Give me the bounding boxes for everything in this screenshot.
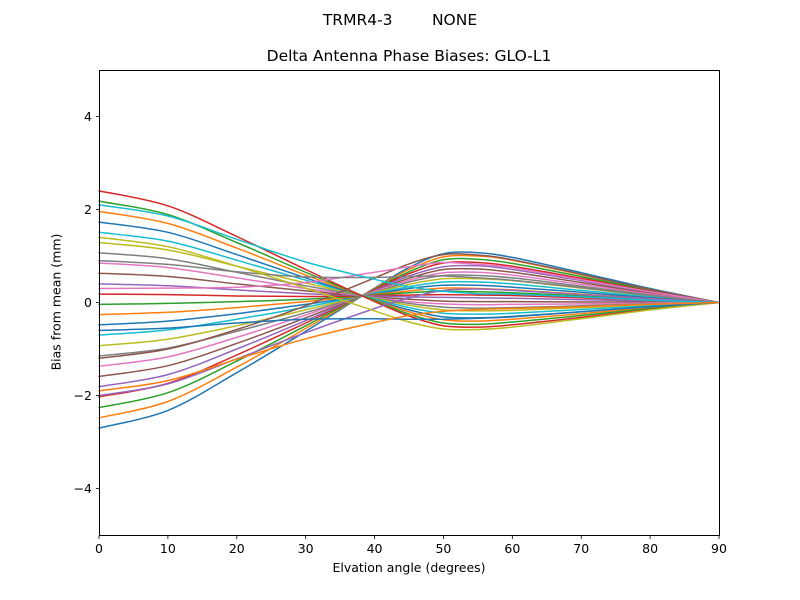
series-line-3 [98,261,720,398]
series-line-25 [98,253,720,360]
series-line-4 [98,264,720,388]
series-line-10 [98,284,720,326]
series-line-27 [98,259,720,304]
series-line-19 [98,231,720,315]
series-line-0 [98,251,720,429]
y-tick-label: 0 [84,295,92,310]
plot-border [99,70,720,536]
x-tick-label: 70 [573,541,589,556]
x-tick-label: 60 [504,541,520,556]
series-line-21 [98,210,720,322]
series-line-9 [98,280,720,336]
x-tick-label: 90 [711,541,727,556]
series-line-30 [98,301,720,332]
x-tick-label: 80 [642,541,658,556]
y-axis-label: Bias from mean (mm) [48,233,64,371]
series-line-2 [98,257,720,409]
y-tick-label: −2 [74,388,92,403]
x-axis-label: Elvation angle (degrees) [332,560,486,575]
series-line-29 [98,204,720,304]
y-tick-label: 2 [84,202,92,217]
series-line-26 [98,261,720,304]
series-line-5 [98,267,720,378]
y-tick-label: −4 [74,481,92,496]
figure-suptitle: TRMR4-3 NONE [322,11,478,29]
y-tick-label: 4 [84,109,92,124]
series-line-7 [98,274,720,357]
series-line-31 [98,301,720,392]
series-line-14 [98,283,720,304]
x-tick-label: 10 [160,541,176,556]
series-line-15 [98,272,720,304]
x-tick-label: 0 [95,541,103,556]
series-line-12 [98,290,720,306]
x-tick-label: 40 [367,541,383,556]
series-line-28 [98,236,720,331]
series-line-23 [98,190,720,329]
x-tick-label: 30 [298,541,314,556]
chart-title: Delta Antenna Phase Biases: GLO-L1 [266,47,552,65]
series-line-16 [98,262,720,306]
x-tick-label: 50 [435,541,451,556]
x-tick-label: 20 [229,541,245,556]
